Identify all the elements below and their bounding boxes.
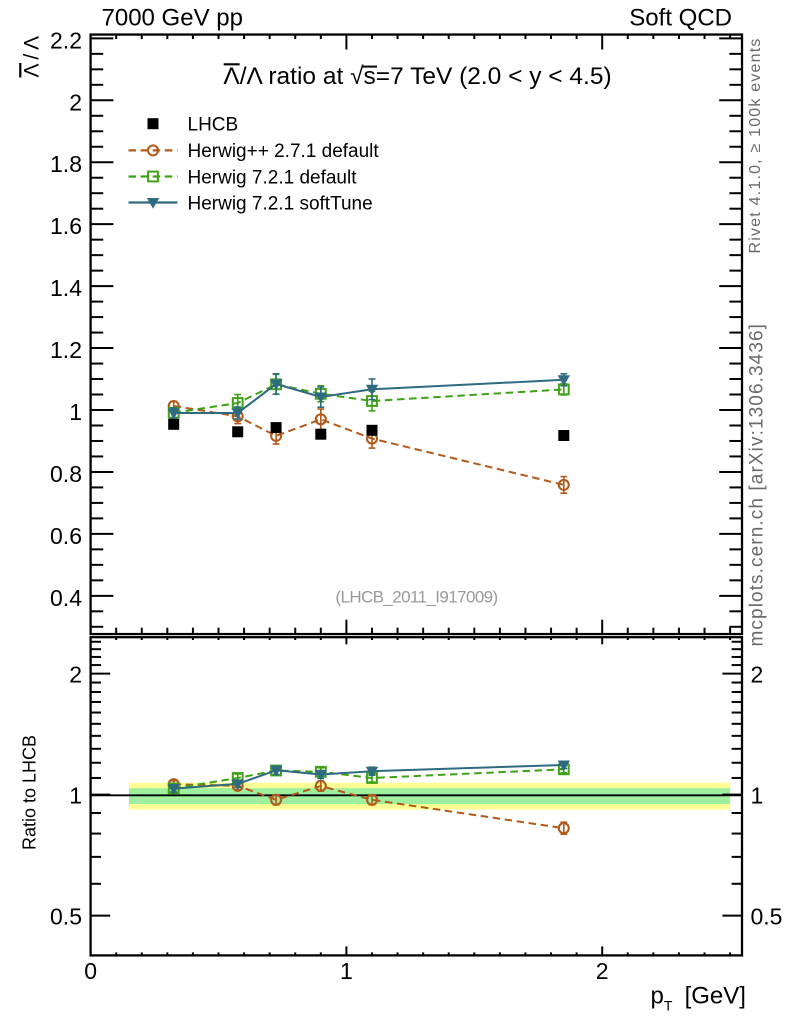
svg-text:2.2: 2.2 <box>50 27 82 53</box>
svg-text:2: 2 <box>69 662 82 688</box>
svg-text:0.6: 0.6 <box>50 523 82 549</box>
svg-text:0: 0 <box>84 958 97 984</box>
svg-text:1: 1 <box>69 399 82 425</box>
svg-text:0.8: 0.8 <box>50 461 82 487</box>
svg-text:2: 2 <box>69 89 82 115</box>
svg-text:2: 2 <box>751 662 764 688</box>
svg-text:1.6: 1.6 <box>50 213 82 239</box>
svg-text:Λ/Λ: Λ/Λ <box>21 32 44 77</box>
svg-text:1.4: 1.4 <box>50 275 82 301</box>
svg-text:Herwig 7.2.1 softTune: Herwig 7.2.1 softTune <box>188 193 373 214</box>
svg-text:Ratio to LHCB: Ratio to LHCB <box>20 735 40 850</box>
svg-text:1.2: 1.2 <box>50 337 82 363</box>
svg-text:Herwig 7.2.1 default: Herwig 7.2.1 default <box>188 167 358 188</box>
svg-text:Soft QCD: Soft QCD <box>629 4 732 31</box>
svg-text:Herwig++ 2.7.1 default: Herwig++ 2.7.1 default <box>188 141 380 162</box>
svg-text:0.5: 0.5 <box>751 904 783 930</box>
svg-text:mcplots.cern.ch [arXiv:1306.34: mcplots.cern.ch [arXiv:1306.3436] <box>747 323 768 647</box>
svg-text:7000 GeV pp: 7000 GeV pp <box>102 4 243 31</box>
svg-text:Rivet 4.1.0, ≥ 100k events: Rivet 4.1.0, ≥ 100k events <box>747 37 764 253</box>
svg-text:1: 1 <box>69 783 82 809</box>
svg-text:1: 1 <box>340 958 353 984</box>
svg-text:0.4: 0.4 <box>50 585 82 611</box>
svg-text:2: 2 <box>596 958 609 984</box>
svg-text:Λ/Λ ratio at √s=7 TeV (2.0 < y: Λ/Λ ratio at √s=7 TeV (2.0 < y < 4.5) <box>223 63 611 90</box>
svg-text:0.5: 0.5 <box>50 904 82 930</box>
svg-text:1.8: 1.8 <box>50 151 82 177</box>
svg-text:LHCB: LHCB <box>188 115 239 136</box>
svg-text:(LHCB_2011_I917009): (LHCB_2011_I917009) <box>335 588 497 607</box>
svg-text:1: 1 <box>751 783 764 809</box>
